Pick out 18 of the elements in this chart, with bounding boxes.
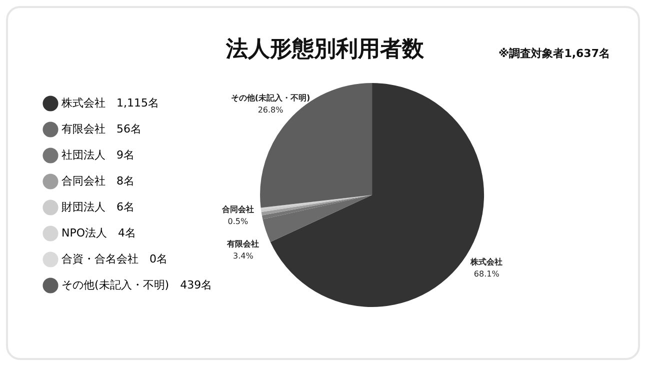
category-label: 株式会社 1,115名 (62, 96, 159, 110)
chart-title: 法人形態別利用者数 (226, 37, 424, 62)
text: ※調査対象者1,637名 (498, 46, 610, 61)
text: 3.4% (233, 252, 254, 261)
text: 0.5% (228, 216, 248, 226)
text: 26.8% (258, 106, 284, 115)
slice-label: その他(未記入・不明) (230, 94, 310, 103)
legend-label: 合資・合名会社 0名 (62, 252, 168, 266)
category-label: 合同会社 8名 (62, 174, 134, 188)
slice-label: 有限会社 (226, 240, 260, 249)
slice-label: 合同会社 (220, 204, 254, 214)
legend-label: NPO法人 4名 (62, 226, 136, 240)
category-label: 有限会社 56名 (62, 122, 142, 136)
category-label: その他(未記入・不明) 439名 (62, 278, 212, 292)
legend-label: 財団法人 6名 (62, 200, 134, 214)
slice-label: 株式会社 (470, 257, 503, 266)
legend-label: 社団法人 9名 (62, 148, 134, 162)
text: 68.1% (474, 269, 500, 278)
